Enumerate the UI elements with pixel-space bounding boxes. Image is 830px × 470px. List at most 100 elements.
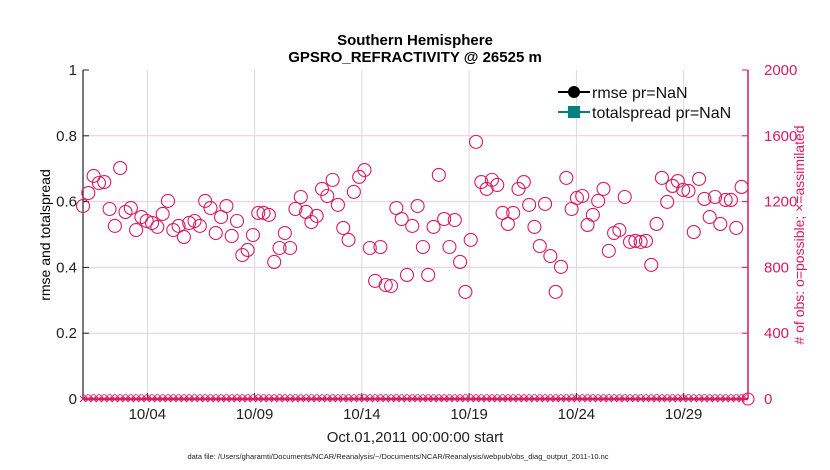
- possible-obs-point: [638, 233, 654, 248]
- possible-obs-point: [293, 189, 308, 205]
- possible-obs-point: [102, 201, 117, 217]
- x-tick-label: 10/09: [236, 406, 274, 423]
- possible-obs-point: [506, 205, 521, 221]
- possible-obs-point: [399, 267, 415, 283]
- possible-obs-point: [649, 216, 664, 232]
- possible-obs-point: [559, 170, 574, 185]
- possible-obs-point: [314, 181, 330, 196]
- possible-obs-point: [490, 177, 505, 193]
- possible-obs-point: [150, 219, 165, 234]
- possible-obs-point: [336, 220, 351, 235]
- possible-obs-point: [676, 182, 691, 197]
- possible-obs-point: [86, 168, 101, 183]
- possible-obs-point: [235, 248, 250, 263]
- possible-obs-point: [479, 181, 494, 196]
- possible-obs-point: [107, 218, 122, 233]
- possible-obs-point: [160, 193, 176, 208]
- y-tick-label-right: 2000: [764, 62, 797, 79]
- possible-obs-point: [410, 198, 425, 214]
- possible-obs-point: [368, 273, 383, 288]
- possible-obs-point: [437, 211, 452, 227]
- y-tick-label-right: 800: [764, 259, 789, 276]
- chart-title-line2: GPSRO_REFRACTIVITY @ 26525 m: [288, 49, 542, 66]
- possible-obs-point: [144, 215, 160, 231]
- possible-obs-point: [665, 178, 680, 194]
- possible-obs-point: [538, 196, 553, 211]
- possible-obs-point: [277, 225, 292, 241]
- y-tick-label-left: 0.4: [56, 259, 77, 276]
- footnote: data file: /Users/gharamti/Documents/NCA…: [187, 452, 608, 461]
- possible-obs-point: [516, 174, 531, 190]
- possible-obs-point: [734, 179, 749, 195]
- possible-obs-point: [272, 240, 287, 256]
- possible-obs-point: [394, 211, 409, 227]
- possible-obs-point: [288, 201, 303, 217]
- possible-obs-point: [383, 278, 399, 294]
- possible-obs-point: [522, 197, 537, 212]
- y-tick-label-left: 1: [69, 62, 77, 79]
- possible-obs-point: [601, 243, 616, 258]
- possible-obs-point: [670, 173, 685, 189]
- possible-obs-point: [283, 240, 298, 256]
- legend-label-0: rmse pr=NaN: [592, 85, 688, 102]
- y-tick-label-left: 0: [69, 391, 77, 408]
- possible-obs-point: [660, 194, 675, 209]
- possible-obs-point: [686, 224, 701, 240]
- data-marks: [75, 134, 755, 406]
- y-axis-label-left: rmse and totalspread: [37, 169, 53, 301]
- possible-obs-point: [622, 234, 638, 249]
- possible-obs-point: [628, 233, 643, 248]
- possible-obs-point: [309, 208, 324, 223]
- possible-obs-point: [261, 207, 276, 222]
- possible-obs-point: [362, 240, 377, 256]
- possible-obs-point: [224, 228, 239, 244]
- x-axis-label: Oct.01,2011 00:00:00 start: [327, 429, 504, 446]
- possible-obs-point: [187, 213, 202, 229]
- possible-obs-point: [468, 134, 484, 149]
- possible-obs-point: [421, 267, 436, 283]
- y-tick-label-left: 0.2: [56, 325, 77, 342]
- possible-obs-point: [453, 254, 468, 270]
- possible-obs-point: [75, 198, 91, 214]
- x-tick-label: 10/19: [450, 406, 488, 423]
- x-tick-label: 10/29: [665, 406, 703, 423]
- possible-obs-point: [426, 219, 441, 234]
- possible-obs-point: [617, 189, 632, 205]
- y-tick-label-right: 0: [764, 391, 772, 408]
- possible-obs-point: [585, 207, 600, 222]
- possible-obs-point: [330, 197, 345, 212]
- possible-obs-point: [697, 191, 712, 207]
- possible-obs-point: [118, 204, 133, 220]
- possible-obs-point: [527, 219, 542, 234]
- possible-obs-point: [713, 216, 728, 232]
- possible-obs-point: [553, 259, 569, 274]
- possible-obs-point: [612, 223, 627, 238]
- possible-obs-point: [458, 284, 473, 299]
- possible-obs-point: [113, 160, 128, 176]
- possible-obs-point: [644, 257, 659, 272]
- possible-obs-point: [320, 188, 335, 204]
- legend: rmse pr=NaN totalspread pr=NaN: [558, 85, 731, 122]
- x-tick-label: 10/24: [558, 406, 596, 423]
- possible-obs-point: [633, 234, 648, 249]
- y-tick-label-left: 0.6: [56, 194, 77, 211]
- possible-obs-point: [378, 277, 393, 293]
- possible-obs-point: [91, 175, 106, 191]
- possible-obs-point: [123, 200, 138, 216]
- y-tick-label-right: 1600: [764, 128, 797, 145]
- possible-obs-point: [208, 225, 223, 241]
- x-tick-label: 10/14: [343, 406, 381, 423]
- possible-obs-point: [219, 198, 234, 214]
- possible-obs-point: [415, 239, 430, 255]
- y-tick-label-right: 400: [764, 325, 789, 342]
- possible-obs-point: [176, 229, 191, 245]
- chart-title-line1: Southern Hemisphere: [337, 32, 493, 49]
- y-axis-label-right: # of obs: o=possible; ×=assimilated: [791, 125, 807, 344]
- possible-obs-point: [654, 170, 669, 185]
- possible-obs-point: [229, 213, 245, 229]
- possible-obs-point: [596, 181, 611, 196]
- possible-obs-point: [240, 242, 255, 258]
- possible-obs-point: [357, 162, 372, 178]
- possible-obs-point: [580, 217, 595, 233]
